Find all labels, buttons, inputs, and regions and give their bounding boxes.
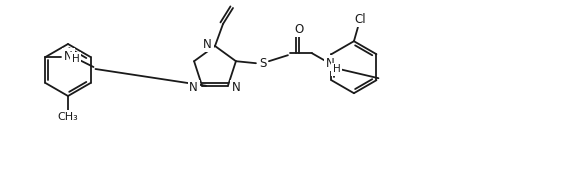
Text: O: O	[295, 23, 304, 36]
Text: N: N	[325, 57, 334, 70]
Text: N: N	[203, 38, 212, 51]
Text: N: N	[64, 50, 73, 63]
Text: H: H	[333, 64, 341, 74]
Text: H: H	[72, 54, 80, 64]
Text: N: N	[232, 81, 241, 94]
Text: CH₃: CH₃	[58, 112, 78, 122]
Text: N: N	[189, 81, 198, 94]
Text: Cl: Cl	[354, 13, 366, 26]
Text: S: S	[259, 57, 267, 70]
